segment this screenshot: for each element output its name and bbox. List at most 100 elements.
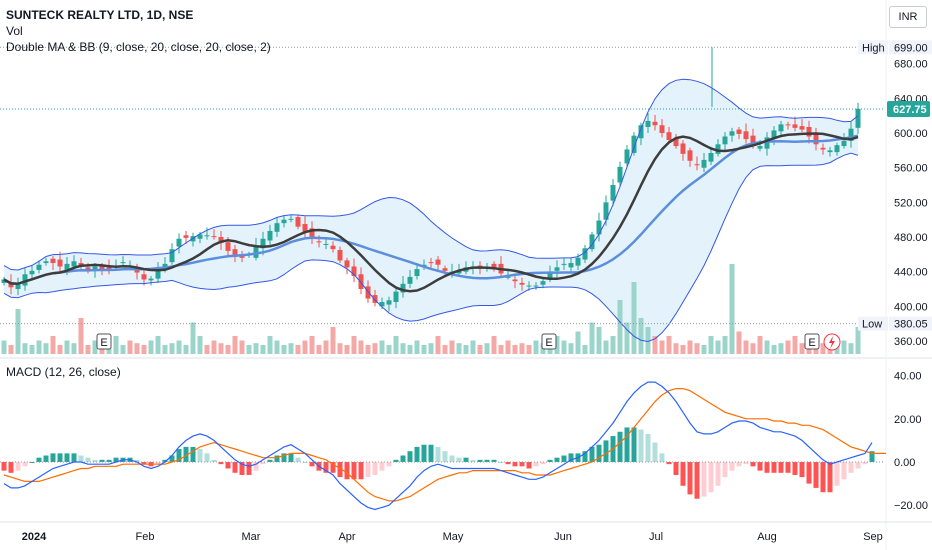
volume-bar (652, 336, 658, 354)
macd-histogram-bar (141, 462, 147, 465)
macd-histogram-bar (190, 446, 196, 462)
high-value-text: 699.00 (894, 42, 928, 54)
macd-tick-label: 20.00 (894, 414, 922, 426)
candle (736, 126, 742, 140)
candle (344, 257, 350, 275)
macd-histogram-bar (554, 457, 560, 462)
volume-bar (456, 343, 462, 354)
candle-body (540, 281, 546, 285)
volume-bar (834, 345, 840, 354)
candle (414, 263, 420, 280)
volume-bar (141, 345, 147, 354)
price-tick-label: 480.00 (894, 232, 928, 244)
macd-histogram-bar (701, 462, 707, 497)
time-axis-label: May (443, 531, 464, 543)
candle-body (799, 126, 805, 130)
macd-histogram-bar (204, 453, 210, 462)
candle (22, 268, 28, 291)
candle-body (827, 150, 833, 153)
vol-label: Vol (6, 24, 23, 38)
candle (323, 238, 329, 250)
macd-histogram-bar (71, 453, 77, 462)
macd-histogram-bar (281, 453, 287, 462)
macd-histogram-bar (603, 440, 609, 462)
candle-body (806, 126, 812, 137)
candle (673, 133, 679, 149)
macd-histogram-bar (869, 451, 875, 462)
candle (274, 217, 280, 238)
earnings-marker: E (96, 333, 112, 350)
macd-histogram-bar (211, 459, 217, 462)
candle (29, 265, 35, 279)
volume-bar (358, 340, 364, 354)
currency-button[interactable]: INR (889, 6, 927, 28)
low-value-text: 380.05 (894, 319, 928, 331)
candle-body (785, 124, 791, 126)
macd-histogram-bar (260, 462, 266, 465)
macd-histogram-bar (309, 462, 315, 467)
candle-body (820, 147, 826, 150)
volume-bar (190, 322, 196, 354)
candle-body (197, 234, 203, 239)
candle-body (253, 245, 259, 258)
candle-body (491, 263, 497, 268)
price-tick-label: 600.00 (894, 128, 928, 140)
volume-bar (526, 345, 532, 354)
volume-bar (281, 345, 287, 354)
candle (561, 257, 567, 270)
candle-body (792, 124, 798, 128)
candle-body (183, 235, 189, 238)
volume-bar (778, 343, 784, 354)
volume-bar (645, 327, 651, 354)
candle-body (232, 249, 238, 257)
candle (820, 143, 826, 155)
candle (680, 139, 686, 161)
macd-histogram-bar (862, 462, 868, 465)
candle (57, 251, 63, 273)
volume-bar (498, 345, 504, 354)
candle (295, 214, 301, 230)
candle (659, 119, 665, 138)
candle (652, 114, 658, 131)
volume-bar (155, 336, 161, 354)
volume-bar (379, 340, 385, 354)
volume-bar (260, 345, 266, 354)
lightning-icon-bolt (829, 336, 835, 349)
volume-bar (505, 340, 511, 354)
volume-bar (309, 336, 315, 354)
candle-body (736, 129, 742, 134)
macd-histogram-bar (442, 451, 448, 462)
candle (617, 161, 623, 187)
candle-body (211, 236, 217, 238)
volume-bar (792, 336, 798, 354)
macd-histogram-bar (540, 462, 546, 465)
candle-body (435, 259, 441, 265)
candle-body (351, 266, 357, 277)
macd-histogram-bar (631, 427, 637, 462)
volume-bar (218, 343, 224, 354)
volume-bar (50, 336, 56, 354)
candle-body (393, 291, 399, 303)
macd-histogram-bar (813, 462, 819, 488)
candle-body (400, 283, 406, 293)
candle-body (834, 145, 840, 153)
macd-histogram-bar (253, 462, 259, 471)
macd-histogram-bar (36, 457, 42, 462)
macd-histogram-bar (841, 462, 847, 480)
candle-body (225, 242, 231, 251)
candle (638, 122, 644, 146)
bollinger-upper-line (3, 78, 859, 271)
candle (722, 132, 728, 152)
candle-body (519, 282, 525, 285)
chart-title: SUNTECK REALTY LTD, 1D, NSE (6, 8, 194, 22)
candle (645, 113, 651, 134)
macd-histogram-bar (176, 449, 182, 462)
candle (407, 269, 413, 289)
macd-histogram-bar (274, 455, 280, 462)
candle (764, 132, 770, 156)
macd-histogram-bar (477, 459, 483, 462)
macd-histogram-bar (673, 462, 679, 475)
macd-histogram-bar (582, 451, 588, 462)
volume-bar (736, 331, 742, 354)
